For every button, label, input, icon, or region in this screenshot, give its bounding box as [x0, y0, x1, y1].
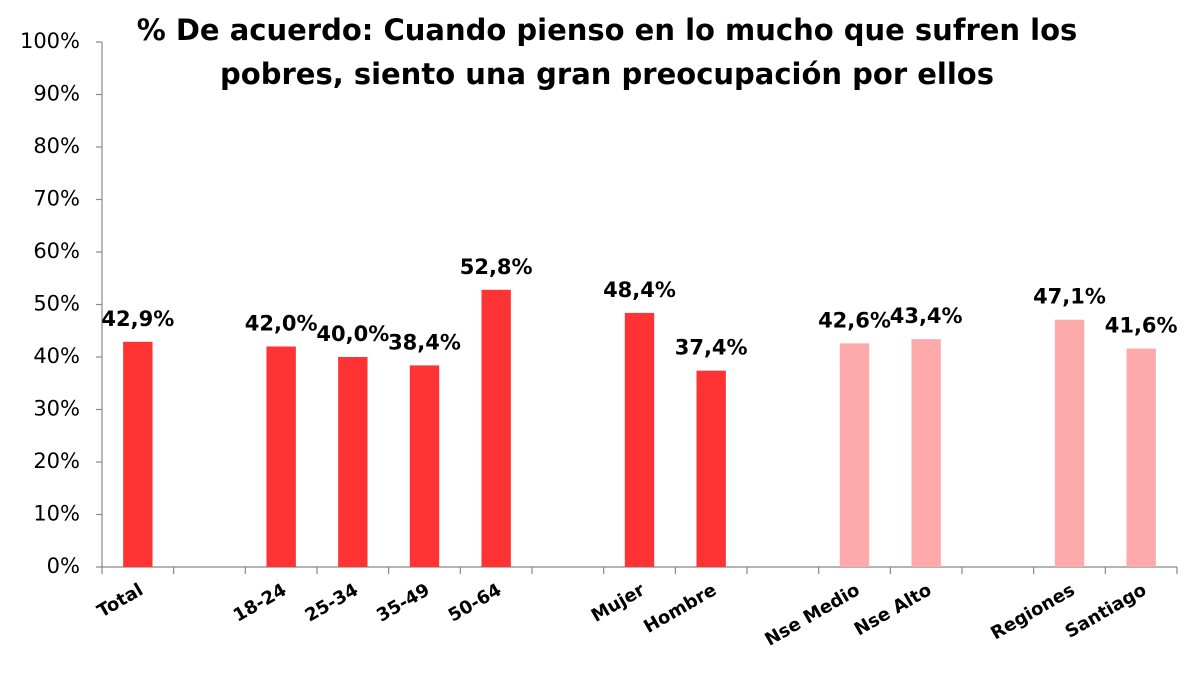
x-tick-label: 50-64 — [445, 579, 505, 626]
x-tick-label: 25-34 — [301, 579, 361, 626]
bar — [696, 370, 726, 567]
value-label: 52,8% — [460, 255, 533, 279]
y-tick-label: 0% — [47, 554, 80, 578]
bar — [409, 365, 440, 567]
y-tick-label: 30% — [33, 397, 80, 421]
x-tick-label: Nse Alto — [851, 579, 935, 640]
x-tick-label: Total — [94, 579, 147, 622]
x-tick-label: Nse Medio — [761, 579, 863, 650]
value-label: 42,9% — [101, 307, 174, 331]
x-tick-label: 18-24 — [230, 579, 290, 626]
y-tick-label: 40% — [33, 344, 80, 368]
x-tick-label: Santiago — [1062, 579, 1151, 642]
bar — [481, 289, 511, 567]
chart-title: % De acuerdo: Cuando pienso en lo mucho … — [136, 13, 1078, 91]
value-label: 47,1% — [1033, 285, 1106, 309]
x-tick-label: Regiones — [987, 579, 1078, 644]
bar — [624, 312, 655, 567]
x-tick-label: 35-49 — [373, 579, 433, 626]
bar — [123, 341, 153, 567]
bar — [839, 343, 870, 567]
x-tick-label: Hombre — [640, 579, 720, 637]
value-label: 48,4% — [603, 278, 676, 302]
bar — [338, 357, 368, 567]
y-tick-label: 90% — [33, 82, 80, 106]
bar — [911, 339, 941, 567]
y-tick-label: 10% — [33, 502, 80, 526]
y-tick-label: 60% — [33, 239, 80, 263]
value-label: 37,4% — [675, 336, 748, 360]
bar — [1126, 348, 1156, 567]
value-label: 42,6% — [818, 308, 891, 332]
value-label: 40,0% — [316, 322, 389, 346]
y-tick-label: 50% — [33, 292, 80, 316]
y-tick-label: 20% — [33, 449, 80, 473]
y-tick-label: 80% — [33, 134, 80, 158]
y-tick-label: 70% — [33, 187, 80, 211]
bar — [1054, 319, 1085, 567]
value-label: 43,4% — [890, 304, 963, 328]
value-label: 41,6% — [1105, 314, 1178, 338]
value-label: 42,0% — [245, 312, 318, 336]
value-label: 38,4% — [388, 330, 461, 354]
y-tick-label: 100% — [20, 29, 80, 53]
bar — [266, 346, 296, 567]
